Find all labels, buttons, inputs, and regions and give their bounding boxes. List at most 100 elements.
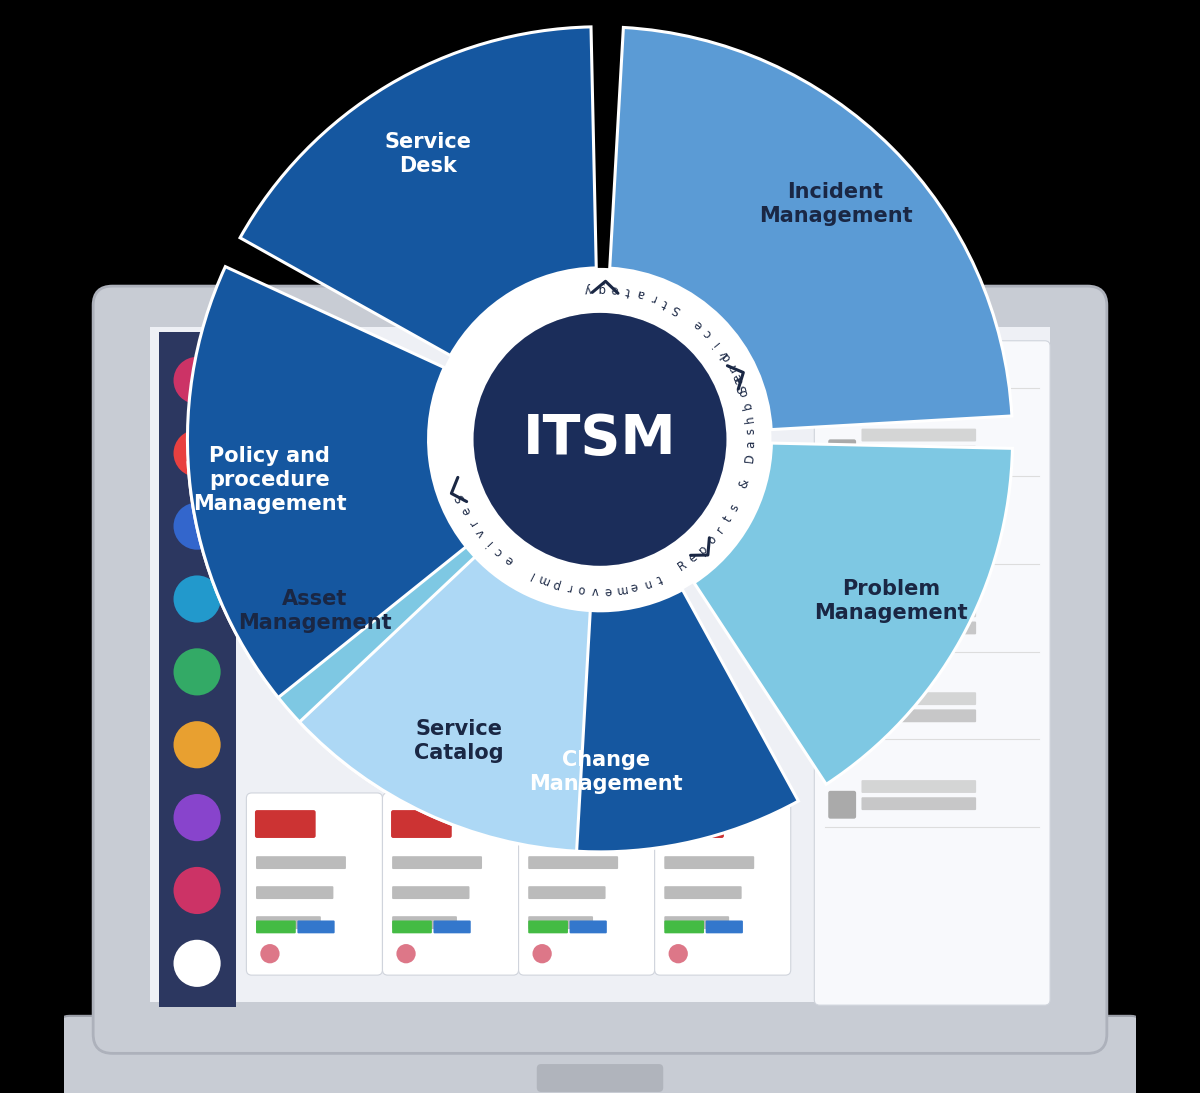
FancyBboxPatch shape	[391, 810, 451, 838]
Circle shape	[174, 794, 221, 842]
Text: t: t	[654, 572, 664, 586]
Circle shape	[174, 503, 221, 550]
FancyBboxPatch shape	[665, 920, 704, 933]
Wedge shape	[187, 267, 467, 697]
Text: e: e	[604, 584, 612, 597]
Text: o: o	[737, 387, 751, 398]
Circle shape	[260, 944, 280, 963]
FancyBboxPatch shape	[828, 527, 856, 555]
Circle shape	[396, 944, 415, 963]
FancyBboxPatch shape	[433, 920, 470, 933]
Text: e: e	[503, 553, 516, 567]
Circle shape	[174, 867, 221, 914]
Text: e: e	[691, 317, 706, 332]
Text: p: p	[551, 576, 562, 591]
FancyBboxPatch shape	[862, 780, 976, 792]
FancyBboxPatch shape	[862, 533, 976, 546]
Circle shape	[174, 575, 221, 623]
FancyBboxPatch shape	[706, 920, 743, 933]
Text: s: s	[744, 428, 757, 435]
Text: D: D	[743, 453, 757, 463]
Text: r: r	[565, 580, 572, 593]
Text: R: R	[676, 559, 689, 574]
Text: Problem
Management: Problem Management	[815, 579, 968, 623]
Circle shape	[174, 721, 221, 768]
Text: a: a	[635, 286, 646, 301]
Wedge shape	[694, 443, 1013, 785]
FancyBboxPatch shape	[256, 916, 320, 929]
Circle shape	[533, 944, 552, 963]
Text: i: i	[710, 338, 722, 349]
Text: Change
Management: Change Management	[529, 750, 683, 795]
Text: r: r	[725, 360, 738, 371]
Wedge shape	[188, 449, 511, 792]
Text: S: S	[454, 493, 468, 504]
FancyBboxPatch shape	[665, 916, 730, 929]
FancyBboxPatch shape	[56, 1015, 1144, 1093]
Bar	[158, 332, 235, 1008]
Text: t: t	[660, 296, 670, 309]
FancyBboxPatch shape	[254, 810, 316, 838]
FancyBboxPatch shape	[256, 856, 346, 869]
Circle shape	[474, 313, 726, 566]
Text: S: S	[671, 302, 683, 317]
Text: o: o	[577, 583, 586, 596]
Circle shape	[174, 648, 221, 695]
Text: e: e	[611, 282, 619, 296]
Text: Incident
Management: Incident Management	[758, 181, 912, 226]
FancyBboxPatch shape	[828, 703, 856, 731]
Text: c: c	[492, 544, 505, 559]
Circle shape	[174, 356, 221, 404]
FancyBboxPatch shape	[392, 920, 432, 933]
Text: d: d	[719, 351, 734, 364]
Wedge shape	[240, 27, 596, 355]
FancyBboxPatch shape	[518, 792, 655, 975]
FancyBboxPatch shape	[383, 792, 518, 975]
Text: S: S	[736, 384, 750, 395]
Text: e: e	[730, 371, 745, 383]
Wedge shape	[428, 268, 772, 611]
Text: a: a	[732, 375, 746, 386]
Text: g: g	[598, 282, 605, 295]
Text: I: I	[527, 567, 536, 580]
Text: s: s	[727, 503, 742, 514]
Text: h: h	[743, 413, 756, 423]
Text: e: e	[629, 579, 638, 593]
FancyBboxPatch shape	[862, 797, 976, 810]
FancyBboxPatch shape	[246, 792, 383, 975]
Text: v: v	[474, 526, 488, 539]
Text: e: e	[460, 504, 474, 517]
FancyBboxPatch shape	[94, 286, 1106, 1054]
FancyBboxPatch shape	[862, 446, 976, 459]
Text: r: r	[726, 363, 740, 374]
FancyBboxPatch shape	[665, 886, 742, 900]
FancyBboxPatch shape	[527, 810, 588, 838]
Wedge shape	[300, 556, 590, 851]
Text: i: i	[484, 537, 496, 548]
Wedge shape	[414, 589, 798, 851]
FancyBboxPatch shape	[828, 352, 856, 379]
FancyBboxPatch shape	[298, 920, 335, 933]
FancyBboxPatch shape	[862, 428, 976, 442]
Text: t: t	[624, 284, 631, 297]
Text: r: r	[467, 516, 480, 527]
FancyBboxPatch shape	[528, 856, 618, 869]
Text: v: v	[592, 584, 599, 597]
Text: o: o	[706, 533, 720, 548]
Text: n: n	[641, 576, 653, 590]
Text: p: p	[696, 542, 710, 557]
FancyBboxPatch shape	[256, 886, 334, 900]
FancyBboxPatch shape	[392, 886, 469, 900]
FancyBboxPatch shape	[815, 341, 1050, 1006]
Text: a: a	[744, 440, 757, 448]
FancyBboxPatch shape	[862, 709, 976, 722]
Text: Policy and
procedure
Management: Policy and procedure Management	[193, 446, 347, 514]
FancyBboxPatch shape	[536, 1065, 664, 1092]
FancyBboxPatch shape	[862, 692, 976, 705]
FancyBboxPatch shape	[862, 622, 976, 634]
FancyBboxPatch shape	[528, 920, 568, 933]
FancyBboxPatch shape	[828, 615, 856, 643]
Text: y: y	[584, 282, 592, 295]
FancyBboxPatch shape	[655, 792, 791, 975]
Text: Asset
Management: Asset Management	[238, 589, 391, 633]
